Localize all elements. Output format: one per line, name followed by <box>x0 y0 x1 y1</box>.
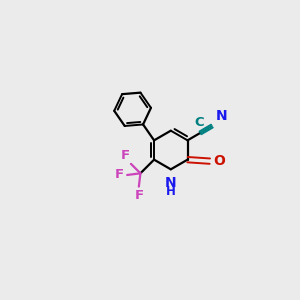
Text: F: F <box>120 149 130 162</box>
Text: H: H <box>166 185 176 198</box>
Text: N: N <box>165 176 177 190</box>
Text: C: C <box>194 116 204 129</box>
Text: F: F <box>134 189 143 202</box>
Text: O: O <box>213 154 225 168</box>
Text: F: F <box>115 169 124 182</box>
Text: N: N <box>216 109 228 122</box>
